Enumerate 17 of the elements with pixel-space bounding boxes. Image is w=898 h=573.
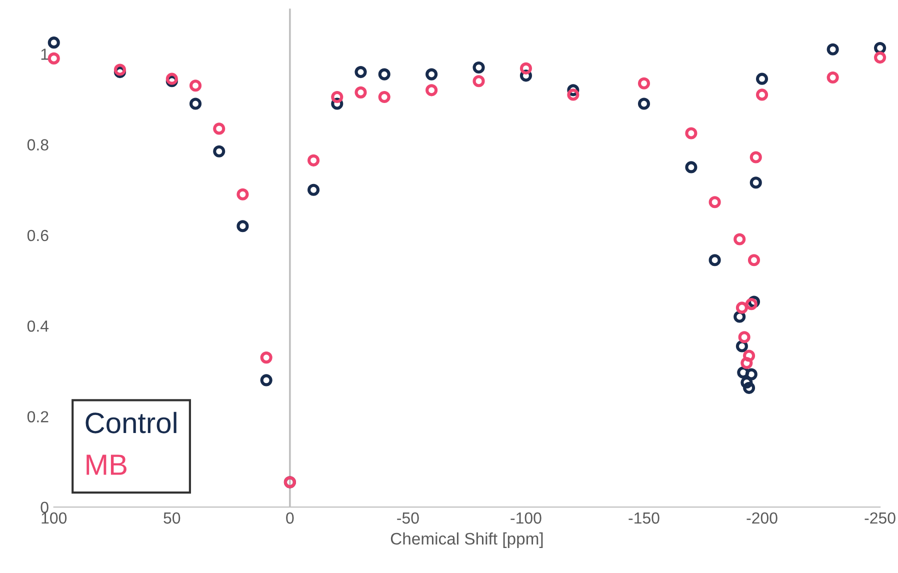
x-tick-label: -150 <box>628 512 660 524</box>
x-tick-label: 50 <box>164 512 180 524</box>
y-tick-label: 0.2 <box>27 411 48 422</box>
y-tick-label: 0.4 <box>27 320 49 332</box>
y-tick-label: 0.8 <box>27 139 48 150</box>
x-tick-label: 0 <box>286 512 294 524</box>
x-axis-title: Chemical Shift [ppm] <box>390 532 543 548</box>
text: Control <box>86 412 176 434</box>
x-tick-label: -250 <box>864 512 896 524</box>
y-tick-label: 0.6 <box>27 230 48 242</box>
x-tick-label: -100 <box>510 512 542 524</box>
x-tick-label: 100 <box>42 512 67 524</box>
y-tick-label: 0 <box>40 502 48 514</box>
text: MB <box>86 454 126 475</box>
x-tick-label: -200 <box>746 512 778 524</box>
x-tick-label: -50 <box>397 512 419 524</box>
y-tick-label: 1 <box>41 48 48 60</box>
